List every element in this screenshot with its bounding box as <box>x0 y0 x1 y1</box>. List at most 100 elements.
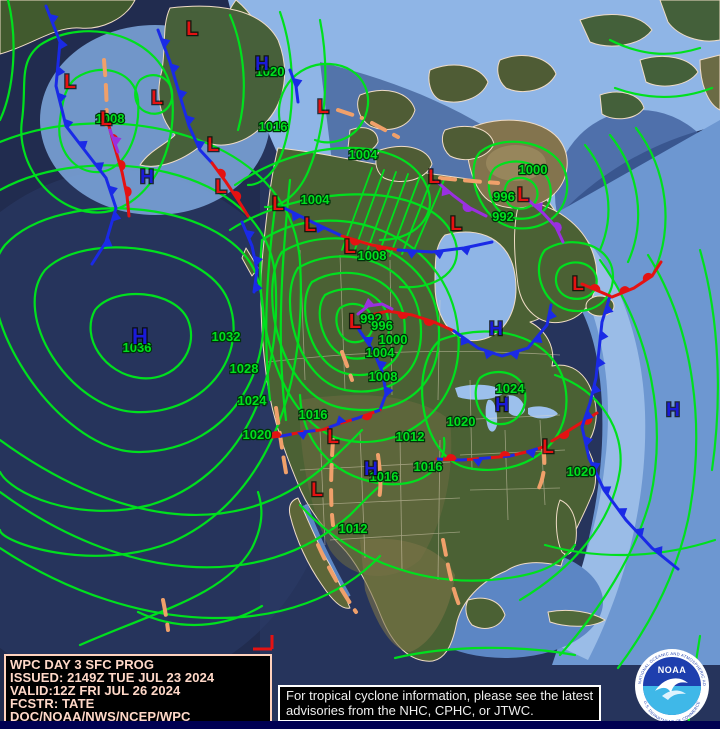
isobar-label: 1004 <box>349 147 379 162</box>
bottom-bar <box>0 721 720 729</box>
isobar-label: 1024 <box>238 393 268 408</box>
front-triangle <box>363 297 375 307</box>
front-triangle <box>64 118 74 130</box>
warm-front <box>361 309 456 333</box>
front-triangle <box>112 135 122 147</box>
front-triangle <box>583 435 593 447</box>
isobar-label: 1000 <box>519 162 548 177</box>
front-semicircle <box>232 190 242 202</box>
front-triangle <box>335 415 347 425</box>
front-semicircle <box>499 450 511 457</box>
cold-front <box>44 4 122 266</box>
isobar-label: 996 <box>493 189 515 204</box>
isobar-label: 1020 <box>243 427 272 442</box>
issuance-info-box: WPC DAY 3 SFC PROG ISSUED: 2149Z TUE JUL… <box>4 654 272 728</box>
low-pressure-center: L <box>311 480 323 501</box>
fronts-layer <box>44 4 680 571</box>
trough-lines-layer <box>102 58 547 632</box>
occluded-front <box>356 297 394 316</box>
noaa-bird-icon <box>655 678 688 693</box>
front-semicircle <box>397 312 409 320</box>
front-triangle <box>160 37 171 49</box>
high-pressure-center: H <box>255 54 269 75</box>
front-triangle <box>253 281 263 293</box>
isobar-label: 1020 <box>567 464 596 479</box>
landmass <box>599 91 645 120</box>
front-triangle <box>601 486 612 496</box>
warm-front <box>580 282 612 298</box>
borders-layer <box>267 249 566 581</box>
isobar-label: 1012 <box>396 429 425 444</box>
front-triangle <box>297 431 308 440</box>
forecaster-line: FCSTR: TATE <box>10 696 95 711</box>
landmass <box>514 199 598 324</box>
front-semicircle <box>423 318 435 326</box>
front-semicircle <box>118 159 126 171</box>
noaa-acronym: NOAA <box>658 665 687 675</box>
front-triangle <box>291 211 302 222</box>
cold-front <box>396 240 494 260</box>
front-triangle <box>441 186 451 197</box>
front-triangle <box>111 211 122 222</box>
cold-front <box>282 206 344 238</box>
low-pressure-center: L <box>349 311 361 333</box>
front-triangle <box>245 229 255 240</box>
low-pressure-center: L <box>207 135 219 156</box>
front-triangle <box>599 330 609 342</box>
front-triangle <box>102 237 113 247</box>
front-triangle <box>460 335 470 346</box>
landmass <box>139 5 286 167</box>
isobar-label: 1016 <box>414 459 443 474</box>
front-semicircle <box>124 186 132 198</box>
agency-line: DOC/NOAA/NWS/NCEP/WPC <box>10 709 191 724</box>
front-triangle <box>617 508 628 518</box>
isobar-label: 1016 <box>299 407 328 422</box>
issued-line: ISSUED: 2149Z TUE JUL 23 2024 <box>10 670 215 685</box>
product-title: WPC DAY 3 SFC PROG <box>10 657 155 672</box>
front-triangle <box>315 223 326 234</box>
tropical-notice-line2: advisories from the NHC, CPHC, or JTWC. <box>286 703 534 718</box>
front-triangle <box>584 409 594 421</box>
landmass <box>0 0 136 55</box>
landmass <box>357 89 416 130</box>
isobar-label: 992 <box>360 311 382 326</box>
warm-front <box>210 161 250 218</box>
front-semicircle <box>270 431 282 438</box>
landmass <box>639 55 699 87</box>
low-pressure-center: L <box>542 437 554 458</box>
front-triangle <box>592 383 602 395</box>
front-triangle <box>460 246 472 256</box>
front-triangle <box>185 115 195 126</box>
isobar-label: 1020 <box>447 414 476 429</box>
isobar-label: 1028 <box>230 361 259 376</box>
front-triangle <box>292 77 303 89</box>
front-semicircle <box>371 312 383 320</box>
front-fragment <box>253 635 274 651</box>
front-triangle <box>56 65 66 77</box>
high-pressure-center: H <box>495 395 509 416</box>
low-pressure-center: L <box>304 215 316 236</box>
front-triangle <box>49 13 59 25</box>
stationary-front <box>320 408 382 432</box>
front-triangle <box>177 89 188 100</box>
front-triangle <box>604 304 614 315</box>
front-triangle <box>483 349 495 360</box>
stationary-front <box>260 428 322 440</box>
front-triangle <box>532 333 543 344</box>
low-pressure-center: L <box>215 177 227 198</box>
landmass <box>497 55 557 92</box>
low-pressure-center: L <box>517 185 529 206</box>
low-pressure-center: L <box>186 19 198 40</box>
cold-front <box>580 294 680 571</box>
high-pressure-center: H <box>140 167 154 188</box>
low-pressure-center: L <box>428 167 440 188</box>
front-triangle <box>108 185 118 196</box>
front-triangle <box>384 385 394 397</box>
isobar-label: 1012 <box>339 521 368 536</box>
isobar-label: 1036 <box>123 340 152 355</box>
low-pressure-center: L <box>344 237 356 258</box>
front-triangle <box>59 38 68 50</box>
high-pressure-center: H <box>132 324 148 349</box>
landmass <box>555 499 577 555</box>
